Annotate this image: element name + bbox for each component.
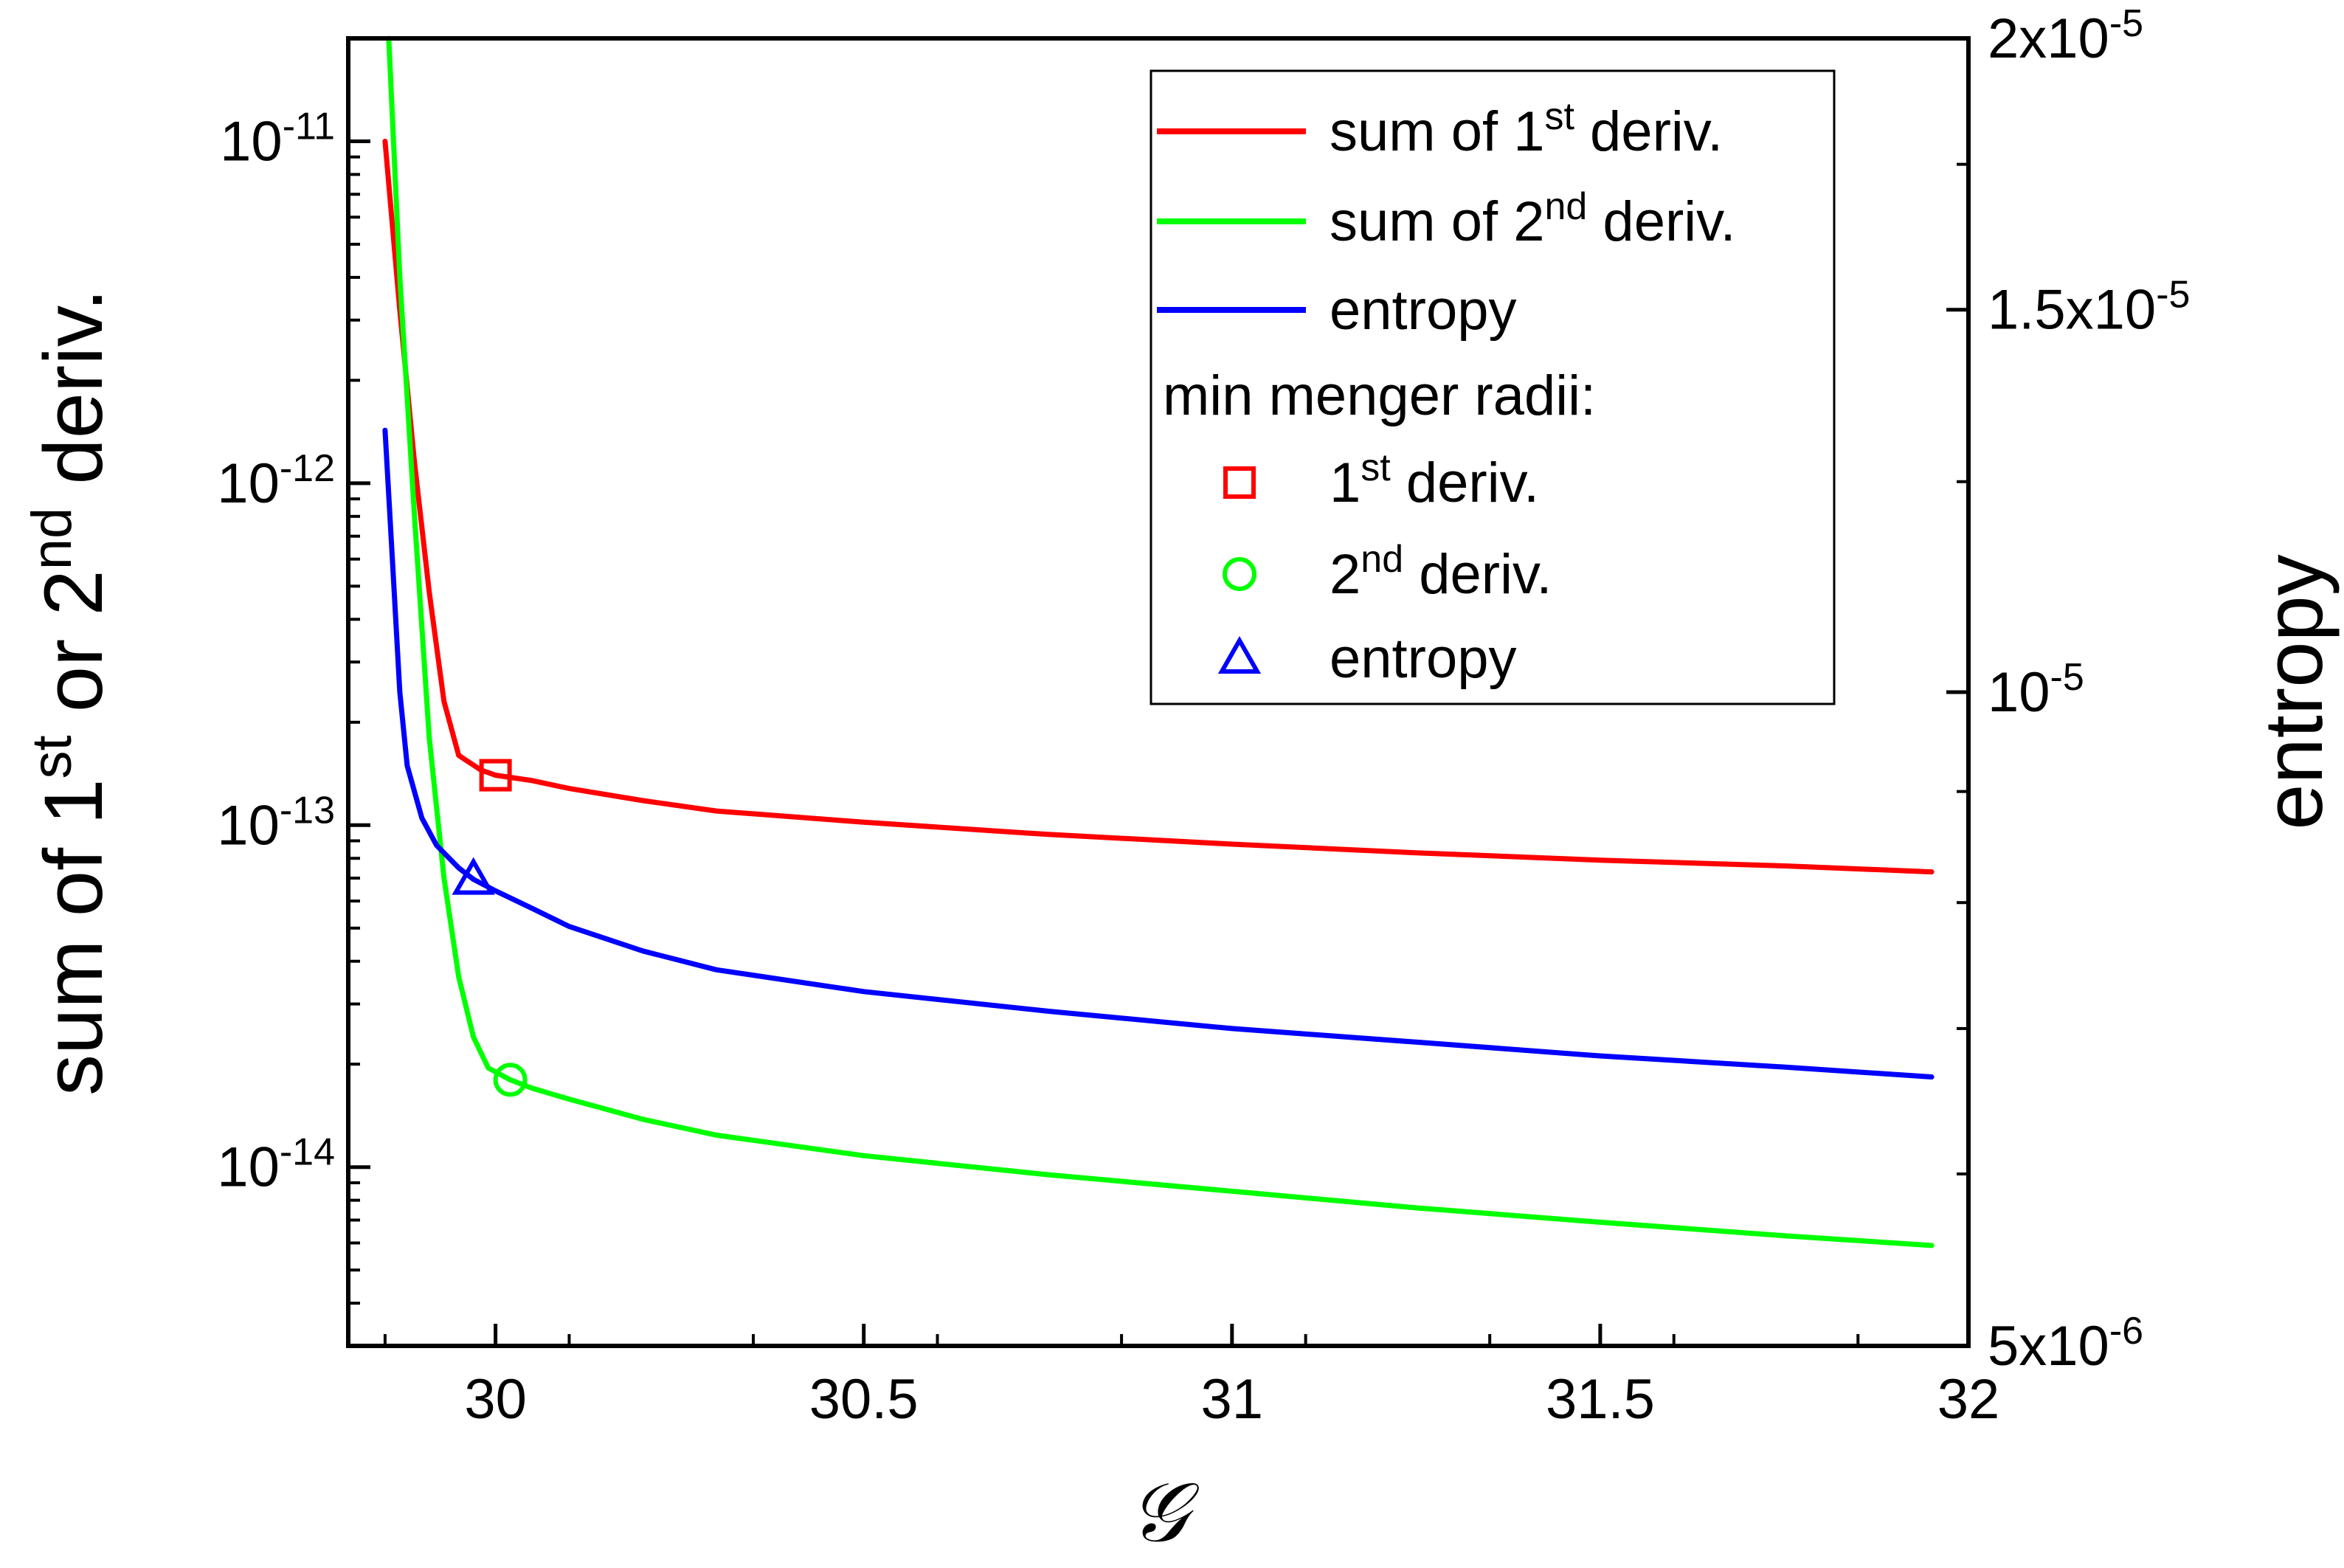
y-right-tick-label: 10-5 [1988, 656, 2084, 724]
y-axis-left-title: sum of 1st or 2nd deriv. [21, 289, 120, 1096]
y-axis-right-title: entropy [2247, 554, 2340, 830]
y-left-tick-label: 10-13 [217, 789, 335, 857]
series-layer [382, 35, 1935, 1248]
marker-circle [1223, 557, 1256, 591]
marker-triangle [452, 857, 495, 895]
legend-marker-label: 2nd deriv. [1330, 538, 1552, 606]
x-tick-label: 31 [1201, 1368, 1264, 1431]
x-axis-title: 𝒢 [1129, 1466, 1200, 1558]
x-tick-label: 30 [464, 1368, 527, 1431]
series-line [382, 139, 1935, 875]
x-tick-label: 30.5 [809, 1368, 919, 1431]
legend-label: sum of 1st deriv. [1330, 95, 1723, 163]
marker-triangle [1217, 635, 1262, 674]
marker-square [479, 759, 512, 792]
marker-square [1223, 466, 1256, 499]
y-left-tick-label: 10-14 [217, 1131, 335, 1199]
legend: sum of 1st deriv. sum of 2nd deriv. entrop… [1149, 69, 1836, 705]
legend-label: entropy [1330, 279, 1517, 342]
x-tick-label: 32 [1937, 1368, 2000, 1431]
marker-circle [493, 1063, 528, 1097]
y-left-tick-label: 10-12 [217, 447, 335, 515]
y-axis-left: 10-11 10-12 10-13 10-14 [217, 37, 370, 1347]
legend-marker-label: 1st deriv. [1330, 446, 1539, 514]
legend-box [1149, 69, 1836, 705]
x-tick-label: 31.5 [1546, 1368, 1655, 1431]
x-axis: 30 30.5 31 31.5 32 [383, 1324, 2000, 1431]
marker-layer [452, 759, 528, 1097]
y-right-tick-label: 2x10-5 [1988, 2, 2143, 70]
y-right-tick-label: 5x10-6 [1988, 1310, 2143, 1378]
y-axis-right: 2x10-5 1.5x10-5 10-5 5x10-6 [1946, 2, 2190, 1378]
legend-markers-title: min menger radii: [1163, 365, 1596, 427]
legend-marker-label: entropy [1330, 627, 1517, 690]
legend-label: sum of 2nd deriv. [1330, 185, 1736, 253]
y-left-tick-label: 10-11 [220, 105, 335, 173]
series-line [382, 427, 1935, 1080]
series-line [386, 35, 1935, 1248]
y-right-tick-label: 1.5x10-5 [1988, 274, 2190, 342]
